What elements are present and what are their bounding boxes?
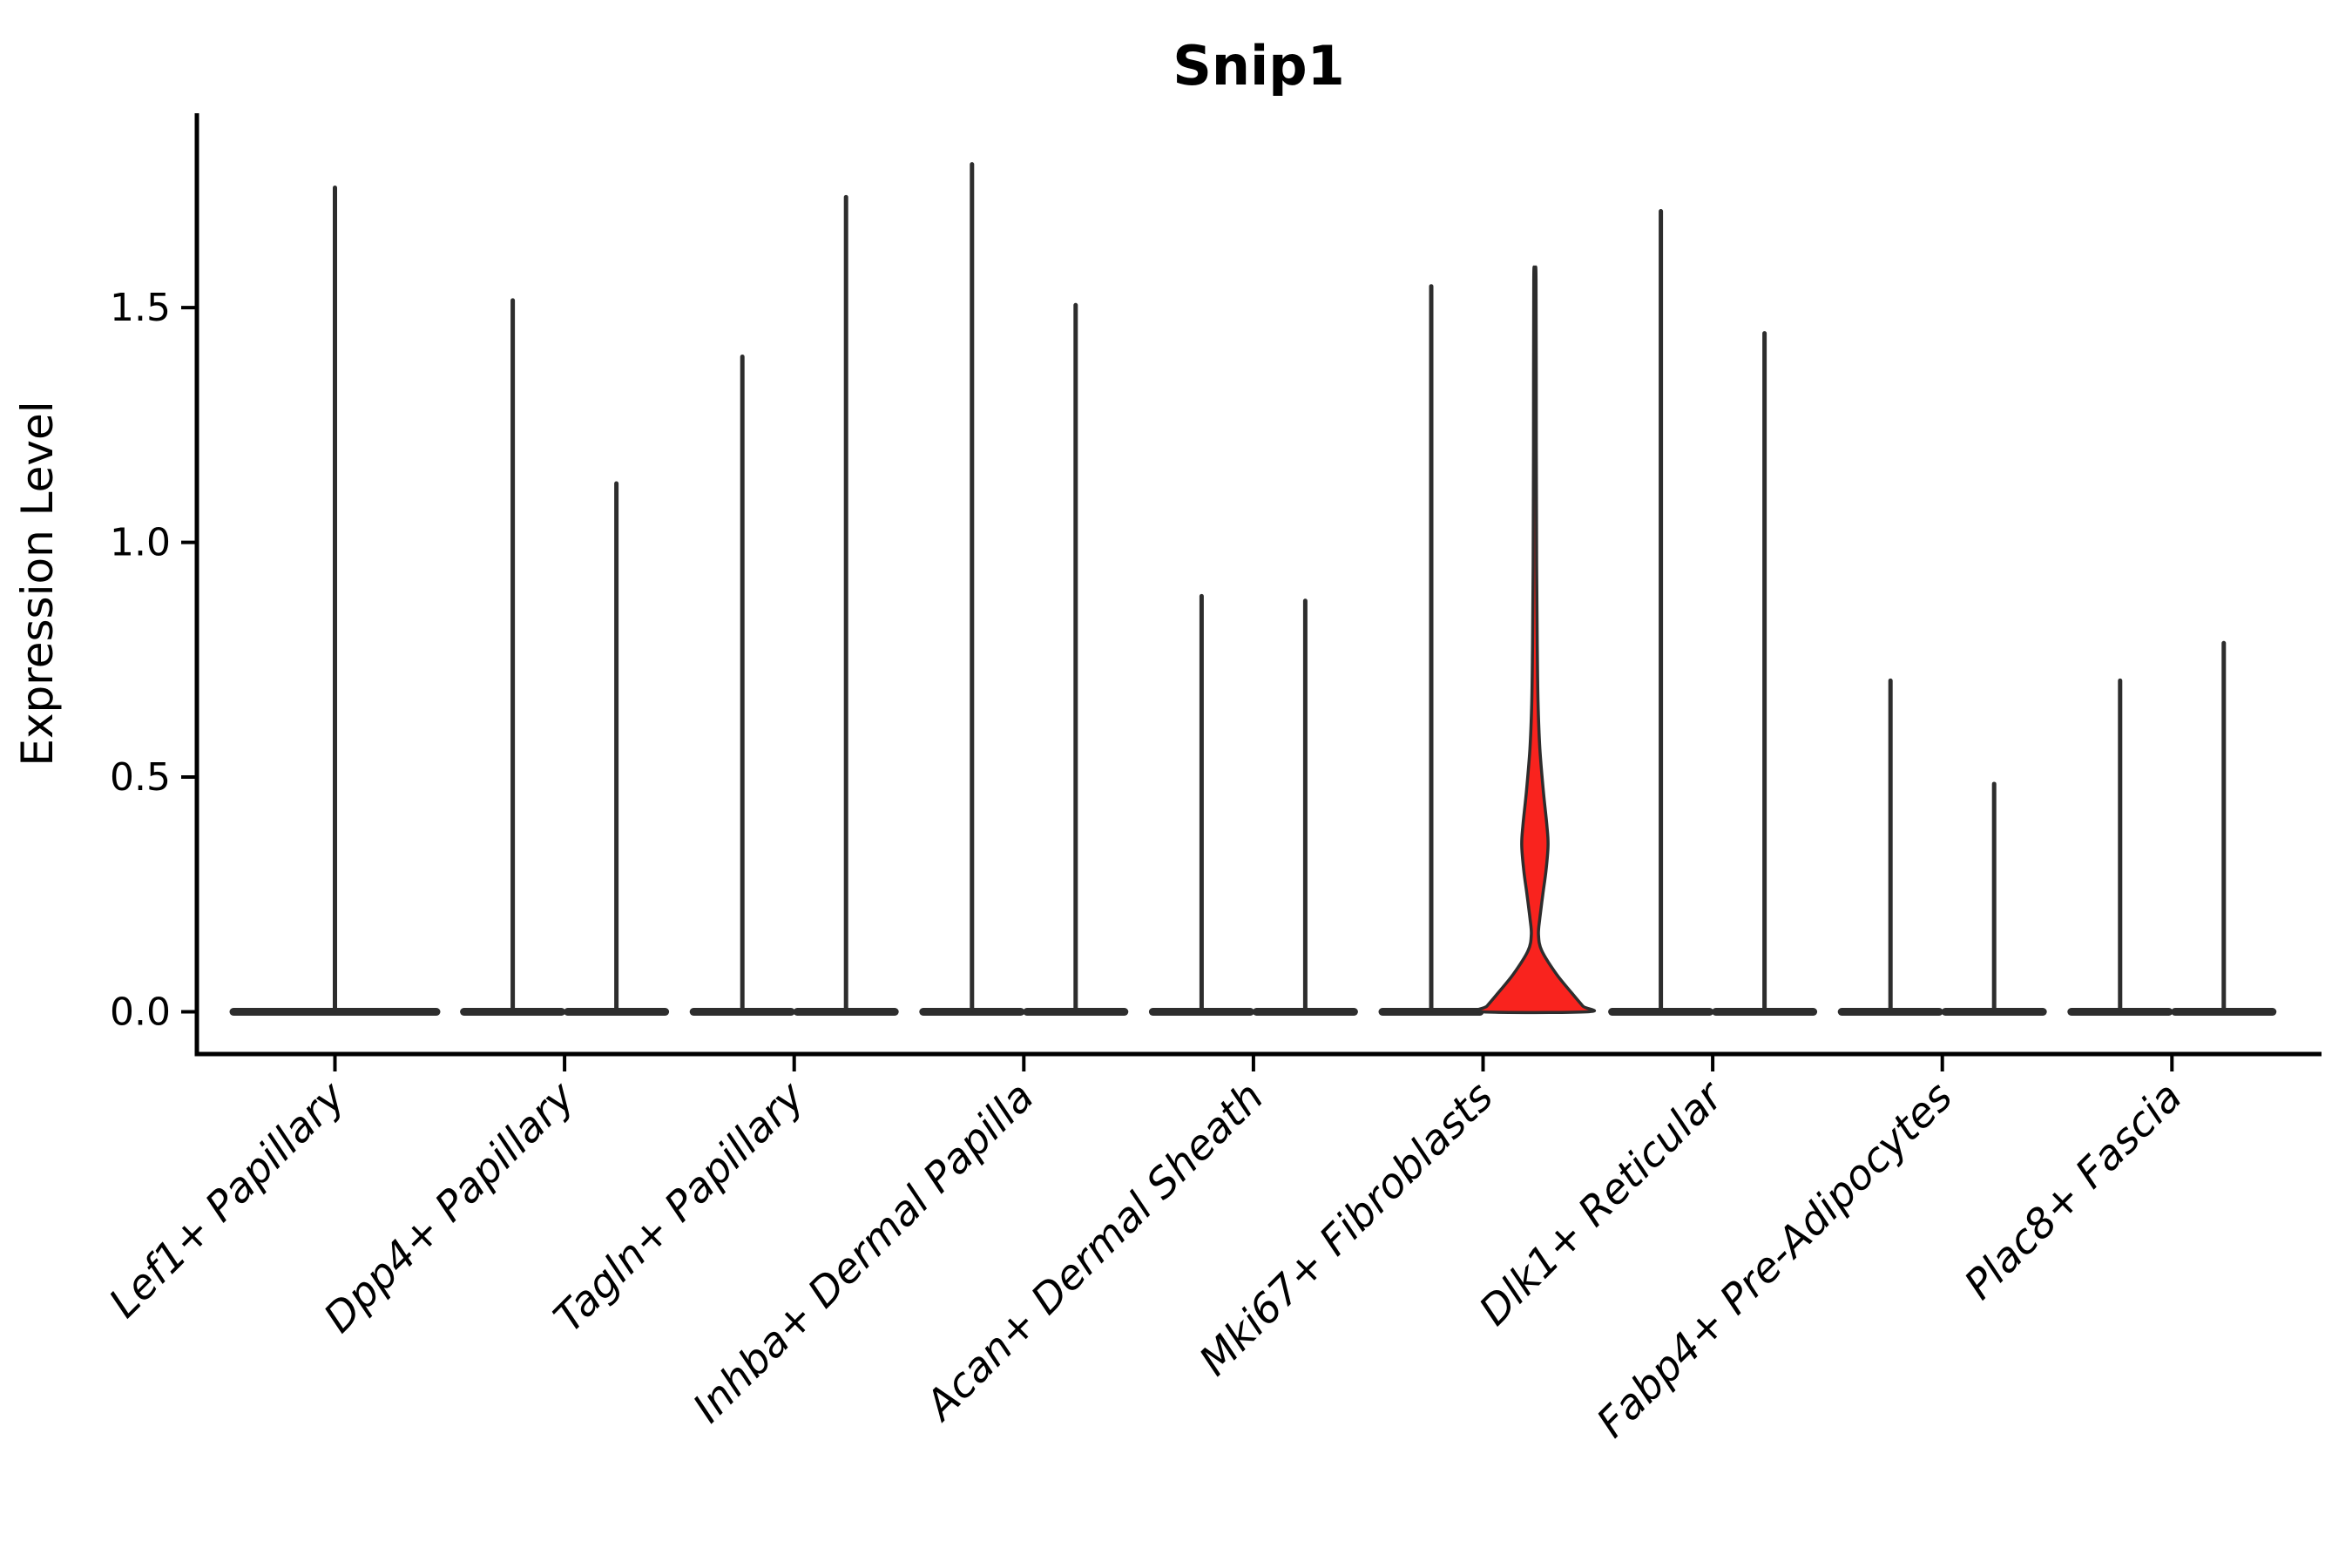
chart-title: Snip1 [1173,34,1345,98]
y-tick-label: 1.0 [110,521,171,565]
x-tick-label-1: Lef1+ Papillary [100,1072,355,1328]
x-tick-label-3: Tagln+ Papillary [544,1072,814,1342]
x-tick-label-2: Dpp4+ Papillary [314,1072,585,1342]
violin-highlighted-6-2 [1474,265,1596,1015]
y-tick-label: 1.5 [110,286,171,330]
y-axis-label: Expression Level [12,401,63,766]
y-tick-label: 0.5 [110,755,171,800]
y-tick-label: 0.0 [110,990,171,1035]
x-tick-label-9: Plac8+ Fascia [1956,1073,2192,1309]
x-tick-label-7: Dlk1+ Reticular [1470,1071,1734,1335]
